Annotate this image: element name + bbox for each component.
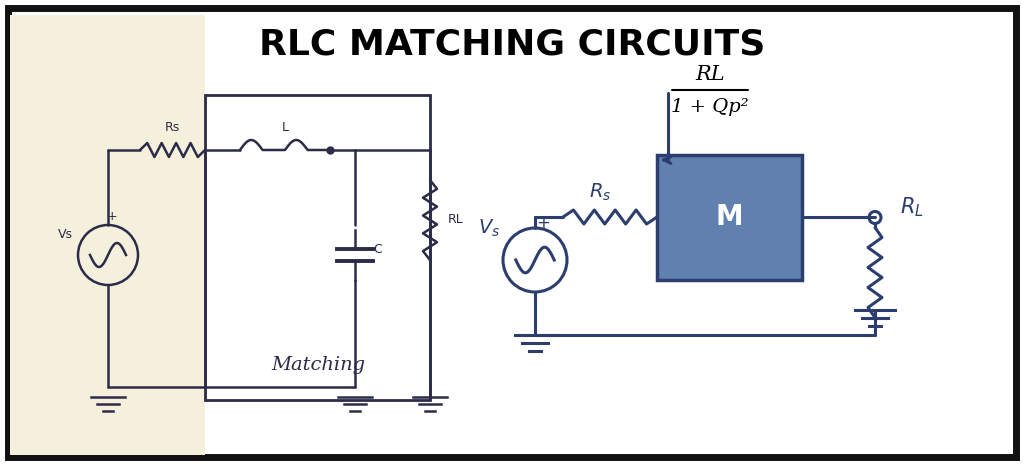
Bar: [657, 155, 802, 280]
Text: +: +: [106, 211, 118, 224]
Bar: [205, 95, 430, 400]
Text: Matching: Matching: [271, 356, 366, 374]
Text: L: L: [282, 121, 289, 134]
Bar: [10, 15, 205, 455]
Text: $R_L$: $R_L$: [900, 196, 924, 219]
Text: C: C: [373, 244, 382, 257]
Text: RL: RL: [449, 213, 464, 226]
Text: $R_s$: $R_s$: [589, 182, 611, 203]
Text: Rs: Rs: [165, 121, 179, 134]
Text: $V_s$: $V_s$: [478, 217, 500, 239]
Text: RLC MATCHING CIRCUITS: RLC MATCHING CIRCUITS: [259, 28, 765, 62]
Text: +: +: [536, 214, 550, 232]
Text: Vs: Vs: [57, 228, 73, 241]
Text: RL: RL: [695, 66, 725, 85]
Text: M: M: [716, 204, 743, 232]
Text: 1 + Qp²: 1 + Qp²: [671, 98, 749, 116]
